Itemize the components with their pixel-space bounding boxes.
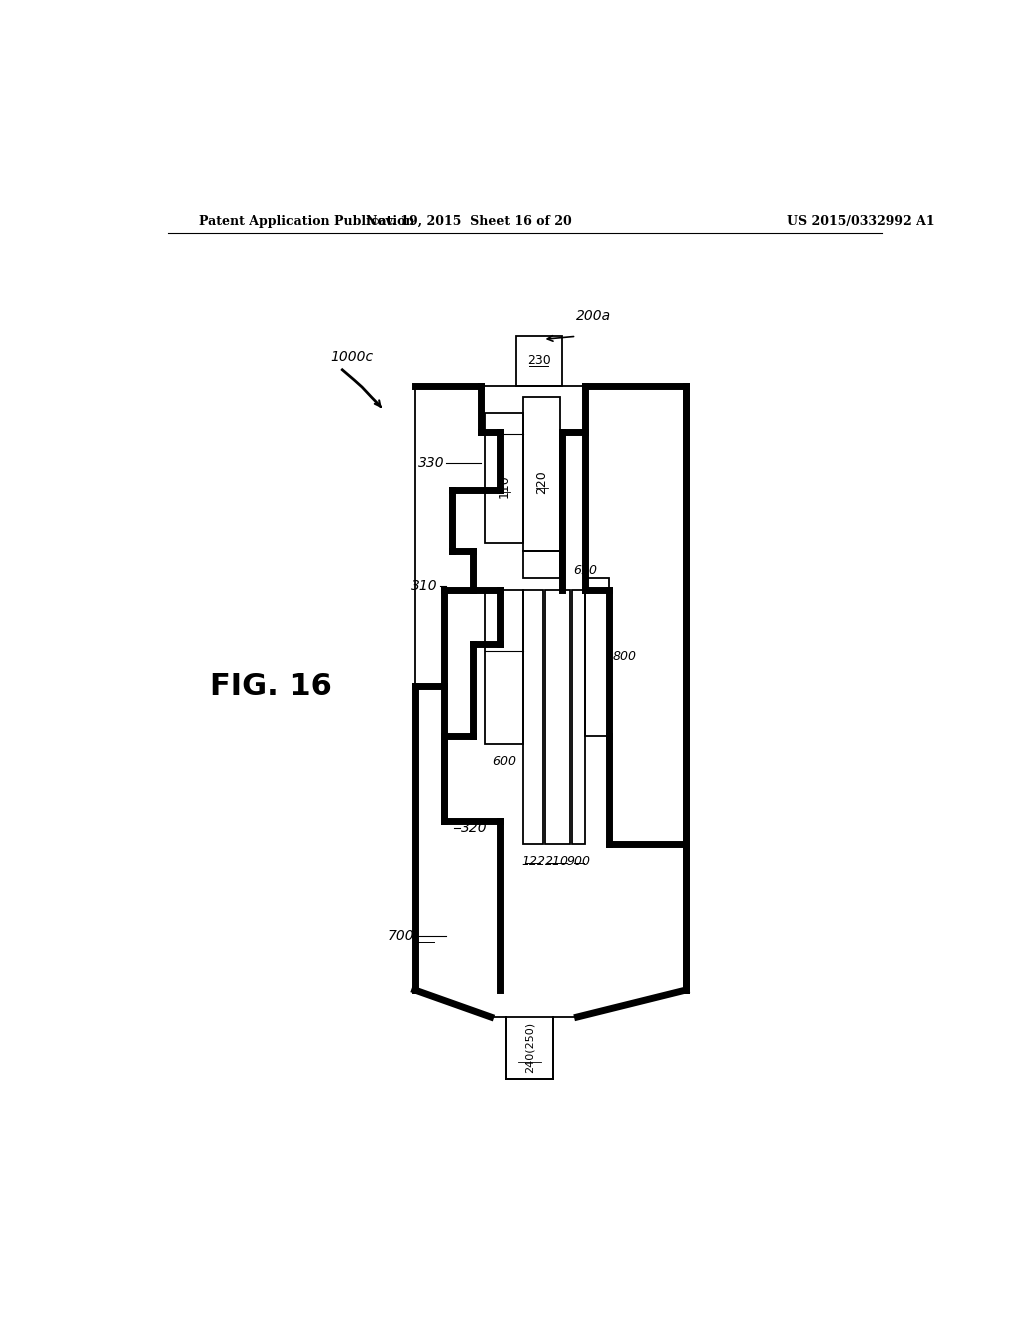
Text: 600: 600 (492, 755, 516, 768)
Text: US 2015/0332992 A1: US 2015/0332992 A1 (786, 215, 934, 228)
Text: Patent Application Publication: Patent Application Publication (200, 215, 415, 228)
Bar (484, 412, 523, 544)
Text: 610: 610 (573, 564, 598, 577)
Bar (484, 590, 523, 743)
Text: 320: 320 (461, 821, 487, 836)
Bar (523, 397, 560, 552)
Text: FIG. 16: FIG. 16 (210, 672, 332, 701)
Text: 240(250): 240(250) (524, 1022, 535, 1073)
Text: 220: 220 (536, 470, 548, 494)
Text: 122: 122 (521, 855, 545, 869)
Text: 900: 900 (566, 855, 591, 869)
Text: 210: 210 (546, 855, 569, 869)
Text: 110: 110 (498, 474, 510, 498)
Text: Nov. 19, 2015  Sheet 16 of 20: Nov. 19, 2015 Sheet 16 of 20 (367, 215, 572, 228)
Text: 1000c: 1000c (331, 350, 374, 363)
Text: 200a: 200a (577, 309, 611, 323)
Bar (523, 590, 543, 843)
Bar (545, 590, 569, 843)
Bar (515, 335, 562, 385)
Bar (506, 1016, 553, 1078)
Text: 800: 800 (612, 651, 636, 664)
Text: 700: 700 (388, 929, 415, 942)
Text: 310: 310 (412, 578, 438, 593)
Text: 330: 330 (418, 455, 444, 470)
Text: 230: 230 (527, 354, 551, 367)
Bar (586, 578, 608, 737)
Bar (572, 590, 586, 843)
Bar (523, 552, 560, 578)
